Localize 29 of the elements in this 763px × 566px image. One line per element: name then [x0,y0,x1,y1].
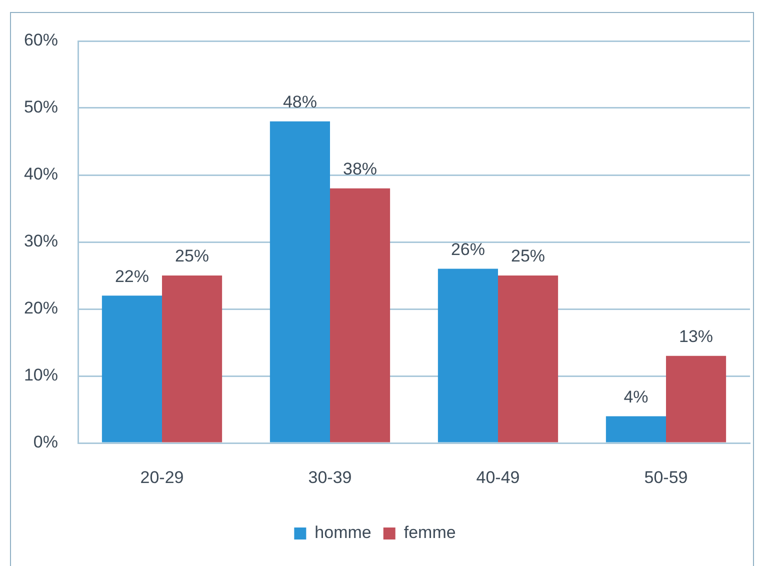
bar [498,276,558,442]
y-tick-label: 40% [24,164,58,184]
bar [102,296,162,442]
data-label: 4% [624,387,648,406]
data-label: 13% [679,327,714,346]
y-tick-label: 50% [24,98,58,117]
data-label: 22% [114,266,149,286]
data-label: 25% [175,246,210,266]
data-label: 48% [282,92,317,112]
x-tick-label: 30-39 [308,468,352,487]
y-tick-label: 10% [24,366,58,385]
data-label: 26% [450,240,485,259]
x-tick-label: 20-29 [140,468,184,487]
y-tick-label: 30% [24,232,58,251]
bar [330,188,390,442]
x-tick-label: 50-59 [644,468,688,487]
bar [666,356,726,442]
bar [438,268,498,442]
bar [606,416,666,442]
y-tick-label: 0% [33,432,58,452]
legend-label: femme [404,523,456,542]
bar [270,121,330,442]
y-tick-label: 60% [24,30,58,50]
data-label: 38% [343,160,378,179]
bar [162,276,222,442]
legend-label: homme [314,523,372,542]
x-tick-label: 40-49 [476,468,520,487]
y-tick-label: 20% [24,298,58,318]
data-label: 25% [511,246,546,266]
